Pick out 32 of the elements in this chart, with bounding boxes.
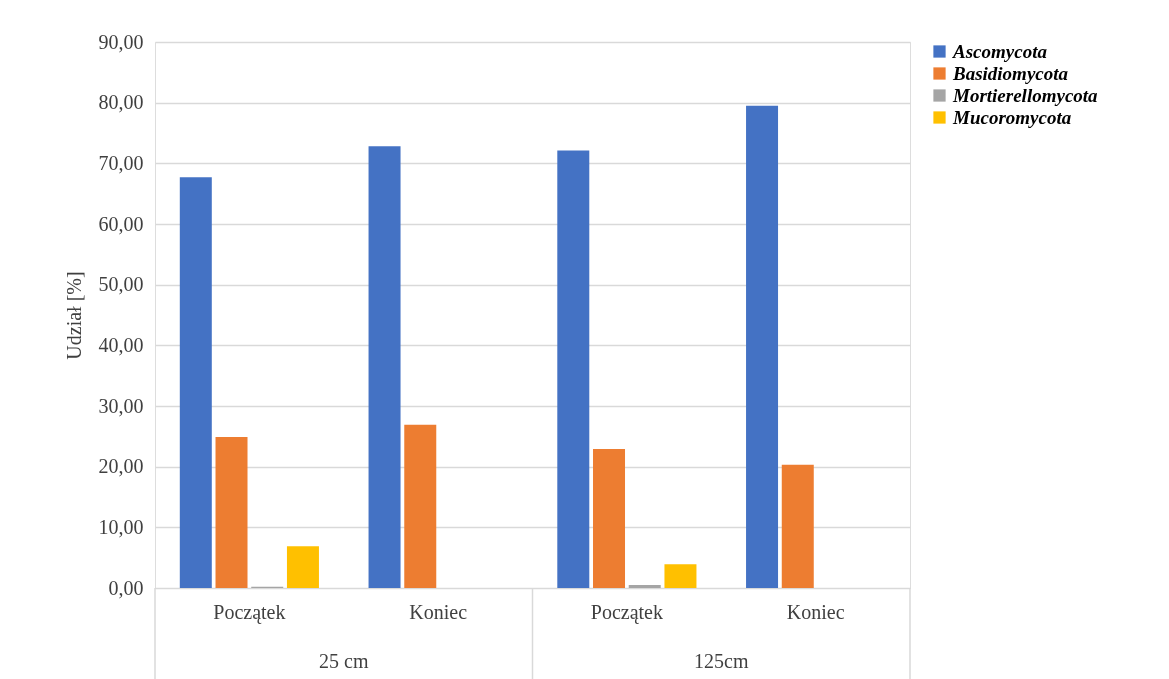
x-tick-label: Początek xyxy=(213,600,286,624)
legend-label: Mortierellomycota xyxy=(952,84,1099,106)
y-tick-label: 50,00 xyxy=(98,273,144,296)
bar xyxy=(286,546,319,588)
text: 25 cm xyxy=(319,650,369,672)
y-tick-label: 10,00 xyxy=(98,515,144,538)
y-tick-label: 20,00 xyxy=(98,455,144,478)
bar xyxy=(593,449,626,588)
x-tick-label: Koniec xyxy=(786,600,845,623)
legend-label: Ascomycota xyxy=(952,40,1048,62)
bar xyxy=(746,105,779,588)
bar xyxy=(404,424,437,588)
bar xyxy=(664,564,697,588)
x-tick-label: Początek xyxy=(590,600,663,624)
legend-label: Basidiomycota xyxy=(952,62,1069,84)
y-tick-label: 70,00 xyxy=(98,151,144,174)
y-tick-label: 60,00 xyxy=(98,212,144,235)
bar xyxy=(368,146,401,588)
bar xyxy=(628,584,661,588)
x-tick-label: Koniec xyxy=(409,600,468,623)
bar xyxy=(781,464,814,588)
y-tick-label: 30,00 xyxy=(98,394,144,417)
bar xyxy=(215,436,248,588)
y-tick-label: 90,00 xyxy=(98,30,144,53)
y-axis-title: Udział [%] xyxy=(62,271,85,360)
y-tick-label: 40,00 xyxy=(98,333,144,356)
y-tick-label: 80,00 xyxy=(98,91,144,114)
bar xyxy=(557,150,590,588)
text: 125cm xyxy=(694,650,749,672)
y-tick-label: 0,00 xyxy=(108,576,144,599)
legend-label: Mucoromycota xyxy=(952,106,1072,128)
bar xyxy=(179,177,212,588)
